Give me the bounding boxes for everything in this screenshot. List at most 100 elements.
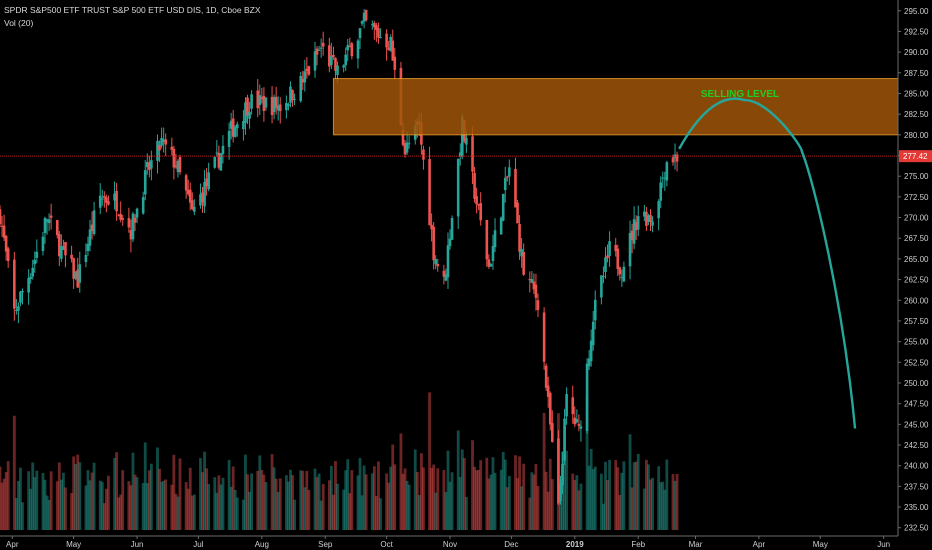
candle-body [291, 89, 294, 101]
candle-body [307, 66, 311, 75]
candle-body [356, 40, 360, 59]
volume-bar [248, 491, 251, 530]
candle-body [117, 214, 120, 216]
candle-body [628, 232, 632, 267]
candle-body [608, 241, 611, 257]
candle-body [350, 43, 354, 57]
y-tick-label: 260.00 [904, 296, 929, 305]
volume-bar [119, 494, 123, 530]
candle-body [585, 363, 589, 431]
volume-bar [145, 483, 149, 530]
volume-bar [377, 461, 380, 530]
y-tick-label: 247.50 [904, 400, 929, 409]
overlay-layer [0, 97, 898, 429]
candle-body [193, 206, 196, 212]
candle-body [536, 300, 540, 310]
candle-body [78, 264, 82, 283]
candle-body [221, 145, 225, 154]
candle-body [246, 97, 249, 116]
y-tick-label: 270.00 [904, 214, 929, 223]
volume-bar [49, 471, 53, 530]
candle-body [342, 65, 345, 68]
volume-bar [27, 471, 31, 530]
volume-bar [102, 503, 106, 530]
candle-body [270, 96, 274, 116]
volume-bar [201, 472, 204, 530]
candle-body [458, 152, 462, 157]
candle-body [321, 42, 325, 47]
candle-body [563, 418, 566, 461]
candle-body [505, 176, 509, 178]
candle-body [178, 156, 182, 173]
y-tick-label: 287.50 [904, 69, 929, 78]
volume-bar [622, 461, 626, 530]
candle-body [522, 251, 525, 275]
candle-body [258, 95, 262, 105]
volume-bar [419, 453, 423, 530]
volume-bar [644, 459, 648, 530]
candle-body [551, 422, 554, 443]
volume-bar [628, 434, 632, 530]
y-tick-label: 245.00 [904, 420, 929, 429]
y-tick-label: 262.50 [904, 276, 929, 285]
volume-bar [344, 470, 348, 530]
volume-bar [156, 447, 159, 530]
volume-bar [675, 473, 679, 530]
volume-bar [362, 465, 366, 530]
volume-bar [422, 467, 425, 530]
volume-bar [256, 470, 260, 530]
candle-body [542, 312, 546, 362]
candle-body [6, 248, 10, 262]
volume-bar [43, 479, 47, 530]
volume-bar [585, 395, 589, 530]
candle-body [172, 148, 176, 168]
candle-body [148, 162, 151, 170]
candles [0, 9, 679, 505]
y-tick-label: 250.00 [904, 379, 929, 388]
selling-zone-box [332, 78, 899, 136]
candle-body [92, 210, 96, 234]
x-tick-label: Aug [255, 540, 269, 549]
x-tick-label: Apr [6, 540, 19, 549]
candle-body [115, 190, 118, 212]
candle-body [156, 140, 159, 161]
volume-bar [405, 480, 409, 530]
y-tick-label: 285.00 [904, 89, 929, 98]
volume-bar [659, 482, 663, 530]
volume-bar [501, 451, 505, 530]
candle-body [64, 242, 67, 256]
candle-body [301, 78, 305, 83]
candle-body [364, 9, 368, 21]
volume-bar [532, 474, 536, 530]
candle-body [55, 220, 59, 236]
volume-bar [544, 471, 548, 530]
candle-body [17, 306, 20, 311]
volume-bar [434, 492, 438, 530]
candle-body [587, 358, 591, 367]
candle-body [422, 149, 425, 160]
volume-bar [188, 467, 192, 530]
candle-body [516, 202, 519, 224]
candle-body [229, 120, 233, 129]
candle-body [62, 246, 65, 250]
volume-bar [591, 469, 595, 530]
y-tick-label: 282.50 [904, 110, 929, 119]
candle-body [375, 25, 378, 31]
volume-bar [499, 469, 503, 530]
candle-body [344, 54, 347, 66]
candle-body [651, 221, 654, 226]
volume-bar [47, 499, 51, 530]
volume-bar [473, 466, 476, 530]
candle-body [393, 56, 397, 70]
candle-body [170, 146, 174, 150]
candle-body [98, 195, 102, 208]
volume-bar [92, 462, 96, 530]
volume-bar [360, 495, 364, 530]
candle-body [643, 211, 646, 217]
volume-bar [503, 459, 507, 530]
candle-body [616, 248, 620, 270]
volume-bar [471, 440, 474, 530]
y-tick-label: 292.50 [904, 27, 929, 36]
candle-body [618, 267, 622, 275]
